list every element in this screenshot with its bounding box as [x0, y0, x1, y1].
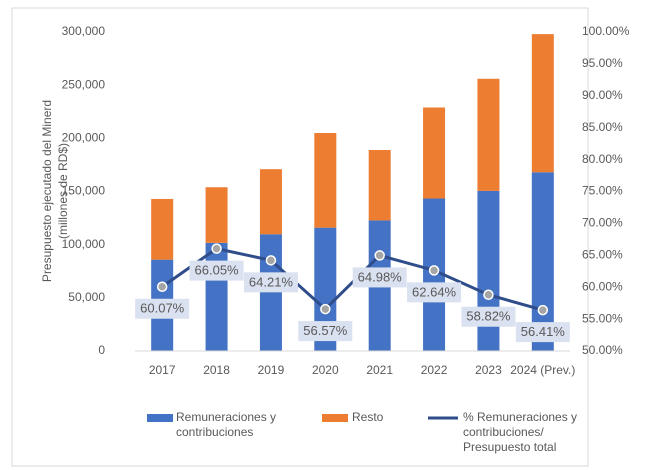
y2-tick-label: 100.00% — [582, 24, 630, 38]
data-label-box — [407, 282, 462, 303]
data-label-box — [461, 306, 516, 327]
legend-label: Resto — [352, 410, 384, 424]
bar — [259, 234, 282, 351]
data-label: 66.05% — [195, 263, 240, 278]
bar — [531, 172, 554, 351]
line-marker — [537, 304, 549, 316]
y-tick-label: 0 — [98, 343, 105, 357]
y2-tick-label: 85.00% — [582, 120, 623, 134]
bar — [477, 190, 500, 351]
data-label-box — [243, 272, 298, 293]
bar — [531, 34, 554, 173]
line-marker — [156, 281, 168, 293]
x-tick-label: 2020 — [312, 363, 339, 377]
y2-tick-label: 80.00% — [582, 152, 623, 166]
bar — [314, 133, 337, 228]
x-tick-label: 2018 — [203, 363, 230, 377]
bar — [477, 78, 500, 191]
legend-swatch — [147, 414, 173, 422]
y2-tick-label: 55.00% — [582, 311, 623, 325]
data-label: 58.82% — [466, 309, 511, 324]
line-marker — [428, 265, 440, 276]
line-marker — [483, 289, 494, 300]
bar — [205, 187, 228, 243]
data-label-box — [298, 321, 353, 342]
bar — [423, 107, 446, 199]
line-marker — [320, 303, 331, 315]
data-label-box — [189, 260, 244, 281]
x-tick-label: 2021 — [366, 363, 393, 377]
y-tick-label: 300,000 — [62, 24, 106, 38]
legend-swatch — [322, 414, 348, 422]
y2-tick-label: 75.00% — [582, 184, 623, 198]
line-marker — [211, 243, 222, 254]
data-label-box — [352, 267, 407, 288]
y-tick-label: 200,000 — [62, 131, 106, 145]
x-tick-label: 2024 (Prev.) — [510, 363, 575, 377]
data-label: 64.98% — [358, 269, 403, 284]
y2-tick-label: 95.00% — [582, 56, 623, 70]
y2-tick-label: 90.00% — [582, 88, 623, 102]
y2-tick-label: 70.00% — [582, 216, 623, 230]
data-label: 64.21% — [249, 274, 294, 289]
y-axis-label: Presupuesto ejecutado del Minerd — [40, 100, 54, 282]
line — [161, 246, 544, 312]
x-tick-label: 2023 — [475, 363, 502, 377]
line-marker — [374, 250, 385, 261]
data-label: 56.57% — [303, 323, 348, 338]
data-label-box — [135, 298, 190, 319]
y-tick-label: 250,000 — [62, 77, 106, 91]
x-tick-label: 2022 — [421, 363, 448, 377]
y2-tick-label: 50.00% — [582, 343, 623, 357]
data-label: 56.41% — [521, 324, 566, 339]
bar — [259, 169, 282, 235]
y2-tick-label: 65.00% — [582, 247, 623, 261]
bar — [151, 198, 174, 260]
bar — [368, 150, 391, 221]
bar — [205, 242, 228, 351]
y-axis-label: (millones de RD$) — [56, 143, 70, 239]
data-label: 60.07% — [140, 301, 185, 316]
y-tick-label: 150,000 — [62, 184, 106, 198]
legend-label: Remuneraciones y contribuciones — [176, 410, 277, 439]
x-tick-label: 2019 — [258, 363, 285, 377]
y-tick-label: 100,000 — [62, 237, 106, 251]
data-label-box — [515, 322, 570, 343]
bar — [314, 227, 337, 351]
data-label: 62.64% — [412, 284, 457, 299]
line-marker — [265, 255, 277, 266]
legend-label: % Remuneraciones y contribuciones/ Presu… — [463, 410, 578, 454]
y-tick-label: 50,000 — [68, 290, 105, 304]
x-tick-label: 2017 — [149, 363, 176, 377]
chart-frame — [11, 7, 589, 467]
y2-tick-label: 60.00% — [582, 279, 623, 293]
